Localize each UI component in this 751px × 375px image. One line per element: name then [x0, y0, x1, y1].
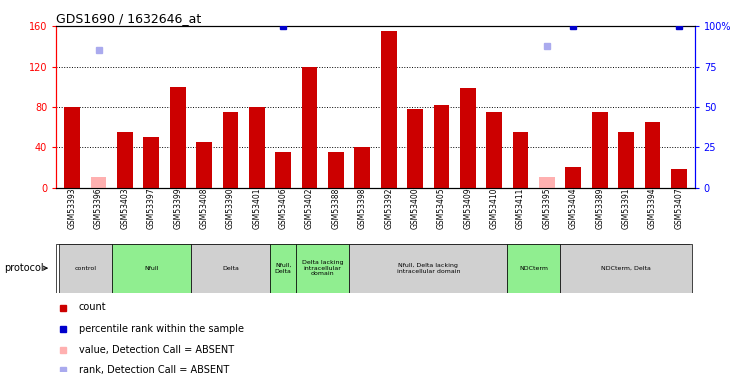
Bar: [407, 109, 423, 188]
Bar: [191, 244, 270, 292]
Text: GSM53389: GSM53389: [596, 188, 605, 229]
Bar: [297, 244, 349, 292]
Bar: [354, 147, 370, 188]
Text: GSM53401: GSM53401: [252, 188, 261, 229]
Bar: [222, 112, 238, 188]
Bar: [170, 87, 185, 188]
Text: GSM53411: GSM53411: [516, 188, 525, 229]
Bar: [59, 244, 112, 292]
Bar: [487, 112, 502, 188]
Text: GSM53410: GSM53410: [490, 188, 499, 229]
Bar: [433, 105, 449, 188]
Bar: [618, 132, 634, 188]
Text: protocol: protocol: [4, 263, 44, 273]
Text: GSM53405: GSM53405: [437, 188, 446, 229]
Bar: [566, 167, 581, 188]
Text: GSM53400: GSM53400: [411, 188, 420, 229]
Text: GSM53404: GSM53404: [569, 188, 578, 229]
Text: GSM53391: GSM53391: [622, 188, 631, 229]
Text: GSM53397: GSM53397: [146, 188, 155, 229]
Bar: [276, 152, 291, 188]
Text: Delta: Delta: [222, 266, 239, 271]
Bar: [560, 244, 692, 292]
Text: control: control: [74, 266, 96, 271]
Text: NDCterm, Delta: NDCterm, Delta: [601, 266, 651, 271]
Text: GSM53402: GSM53402: [305, 188, 314, 229]
Text: GSM53406: GSM53406: [279, 188, 288, 229]
Text: GSM53395: GSM53395: [542, 188, 551, 229]
Bar: [143, 137, 159, 188]
Text: rank, Detection Call = ABSENT: rank, Detection Call = ABSENT: [79, 365, 229, 375]
Text: GSM53399: GSM53399: [173, 188, 182, 229]
Bar: [349, 244, 508, 292]
Bar: [381, 31, 397, 188]
Text: Nfull, Delta lacking
intracellular domain: Nfull, Delta lacking intracellular domai…: [397, 263, 460, 273]
Bar: [328, 152, 344, 188]
Text: Nfull,
Delta: Nfull, Delta: [275, 263, 291, 273]
Bar: [117, 132, 133, 188]
Bar: [508, 244, 560, 292]
Text: NDCterm: NDCterm: [519, 266, 548, 271]
Bar: [196, 142, 212, 188]
Text: percentile rank within the sample: percentile rank within the sample: [79, 324, 243, 333]
Bar: [112, 244, 191, 292]
Text: Delta lacking
intracellular
domain: Delta lacking intracellular domain: [302, 260, 343, 276]
Bar: [65, 107, 80, 188]
Text: GDS1690 / 1632646_at: GDS1690 / 1632646_at: [56, 12, 201, 25]
Text: GSM53407: GSM53407: [674, 188, 683, 229]
Bar: [539, 177, 555, 188]
Bar: [460, 88, 475, 188]
Text: value, Detection Call = ABSENT: value, Detection Call = ABSENT: [79, 345, 234, 354]
Bar: [302, 67, 318, 188]
Bar: [91, 177, 107, 188]
Bar: [644, 122, 660, 188]
Text: GSM53398: GSM53398: [357, 188, 366, 229]
Bar: [671, 170, 686, 188]
Bar: [513, 132, 529, 188]
Text: count: count: [79, 303, 107, 312]
Text: Nfull: Nfull: [144, 266, 158, 271]
Bar: [249, 107, 264, 188]
Text: GSM53388: GSM53388: [331, 188, 340, 229]
Text: GSM53396: GSM53396: [94, 188, 103, 229]
Text: GSM53403: GSM53403: [120, 188, 129, 229]
Bar: [592, 112, 608, 188]
Bar: [270, 244, 297, 292]
Text: GSM53393: GSM53393: [68, 188, 77, 229]
Text: GSM53394: GSM53394: [648, 188, 657, 229]
Text: GSM53408: GSM53408: [200, 188, 209, 229]
Text: GSM53390: GSM53390: [226, 188, 235, 229]
Text: GSM53392: GSM53392: [385, 188, 394, 229]
Text: GSM53409: GSM53409: [463, 188, 472, 229]
